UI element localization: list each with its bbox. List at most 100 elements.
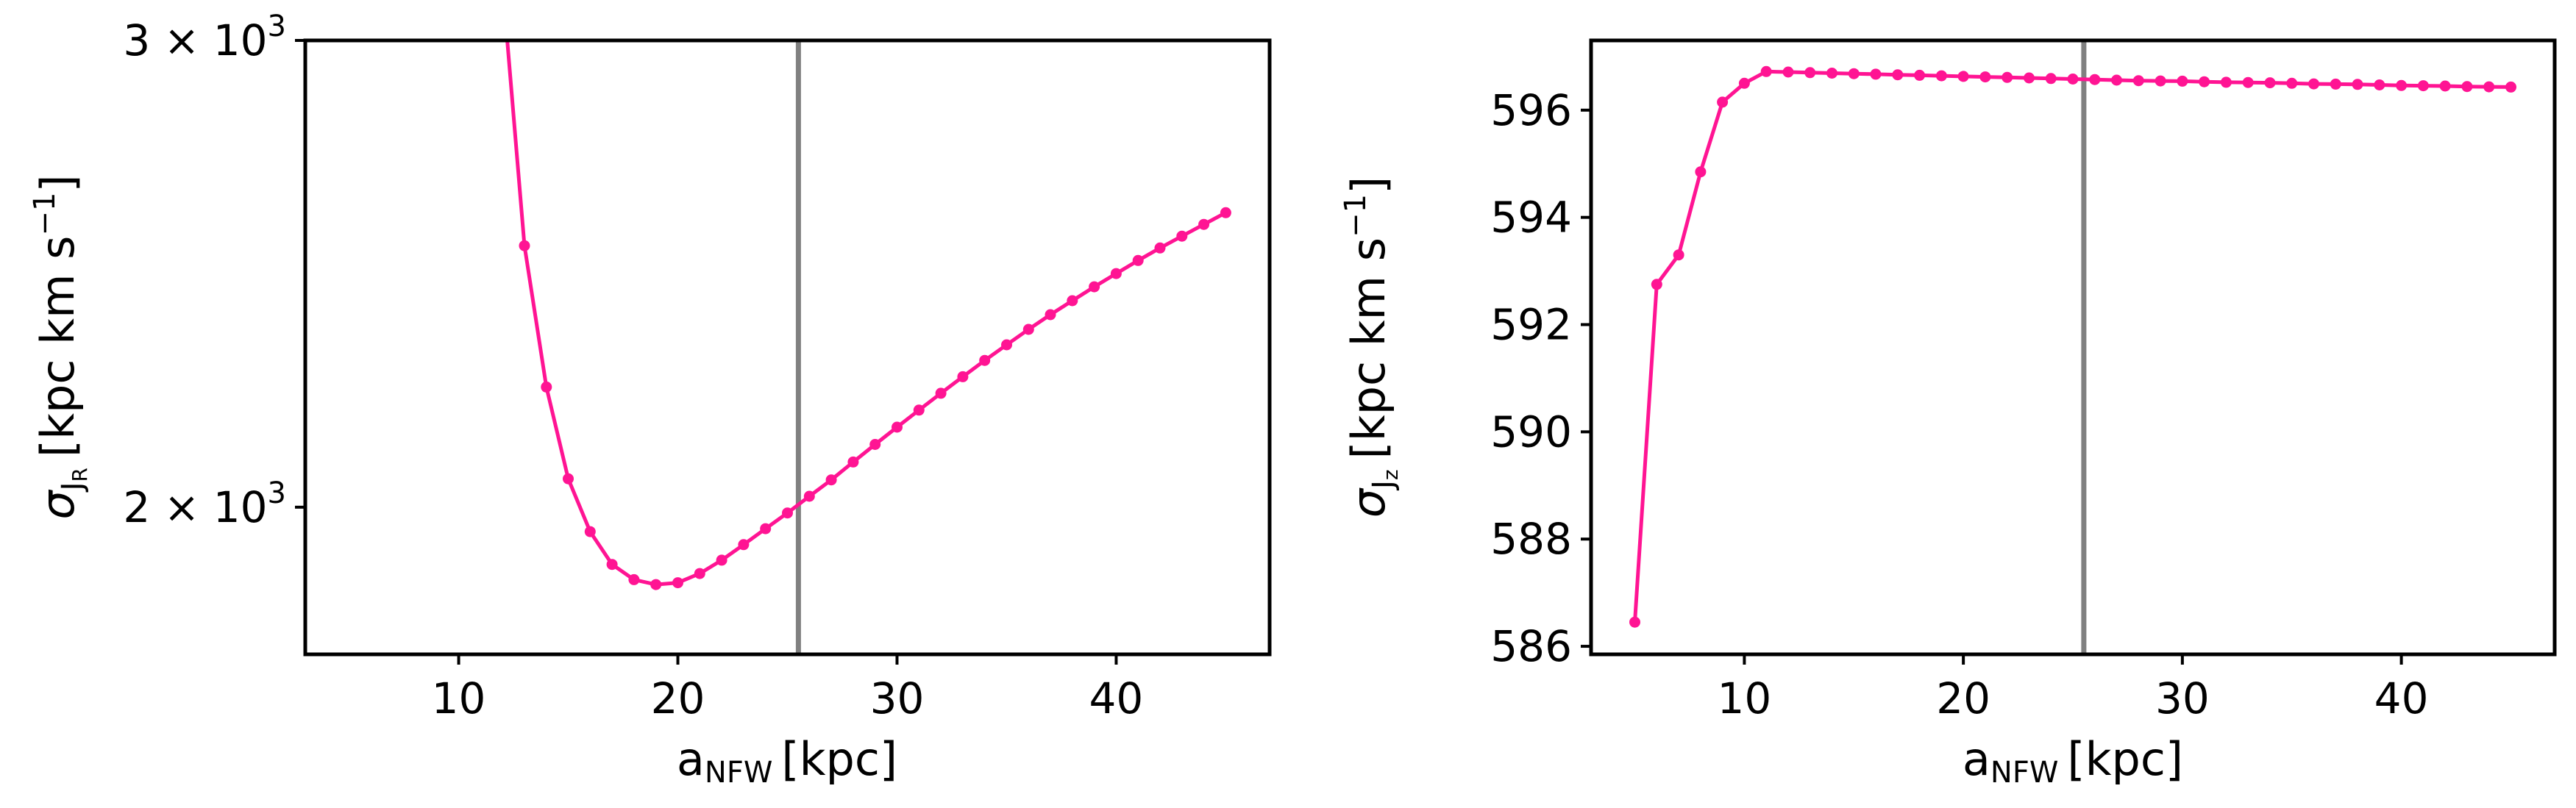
y-tick-label: 596 — [1490, 85, 1572, 135]
y-tick-label: 594 — [1490, 193, 1572, 243]
chart-right: 10 20 30 40 586 588 590 592 594 596 aNFW [kpc] σJz… — [1339, 38, 2557, 790]
data-point — [2242, 76, 2254, 88]
data-point — [1176, 230, 1188, 242]
data-point — [650, 579, 662, 590]
x-tick-label: 30 — [2155, 673, 2210, 723]
chart-left: 10 20 30 40 2 × 103 3 × 103 aNFW [kpc] σJR[kpc… — [28, 10, 1272, 790]
data-point — [935, 387, 947, 399]
ticks-left: 10 20 30 40 2 × 103 3 × 103 — [123, 10, 1143, 723]
data-point — [1870, 68, 1882, 80]
axes-frame-right — [1589, 38, 2557, 657]
series-line-right — [1633, 69, 2511, 623]
x-tick-label: 40 — [2374, 673, 2429, 723]
data-point — [2177, 75, 2188, 87]
x-tick-label: 30 — [870, 673, 925, 723]
data-point — [2199, 76, 2210, 87]
data-point — [869, 439, 881, 450]
xlabel-right: aNFW [kpc] — [1963, 732, 2183, 790]
data-point — [1935, 70, 1947, 82]
data-point — [825, 474, 837, 486]
data-point — [2089, 74, 2101, 85]
x-tick-label: 10 — [432, 673, 486, 723]
data-point — [2505, 81, 2516, 93]
y-tick-label: 586 — [1490, 621, 1572, 671]
data-point — [782, 507, 793, 519]
data-point — [2067, 74, 2079, 85]
data-point — [716, 554, 727, 566]
data-point — [1695, 166, 1707, 178]
data-point — [1022, 323, 1034, 335]
data-point — [1892, 69, 1904, 81]
data-point — [2045, 73, 2057, 85]
data-point — [1629, 616, 1640, 628]
data-point — [2396, 79, 2408, 91]
series-line-left — [505, 40, 1227, 587]
data-point — [1848, 68, 1860, 79]
data-point — [803, 490, 815, 502]
data-point — [957, 371, 969, 382]
x-tick-label: 20 — [651, 673, 705, 723]
ylabel-left: σJR[kpc km s−1] — [28, 174, 92, 519]
data-point — [606, 559, 618, 571]
data-point — [847, 456, 859, 468]
data-point — [2024, 72, 2035, 84]
y-tick-label: 588 — [1490, 514, 1572, 564]
plot-area-right — [1629, 40, 2516, 654]
series-markers-left — [519, 207, 1231, 590]
data-point — [1198, 218, 1210, 230]
data-point — [2374, 79, 2385, 90]
x-tick-label: 10 — [1718, 673, 1772, 723]
data-point — [2483, 81, 2495, 93]
data-point — [1760, 65, 1772, 77]
axes-frame-left — [303, 38, 1272, 657]
ticks-right: 10 20 30 40 586 588 590 592 594 596 — [1490, 85, 2428, 723]
data-point — [1154, 242, 1166, 254]
data-point — [2132, 75, 2144, 87]
data-point — [519, 240, 530, 251]
y-tick-label: 590 — [1490, 407, 1572, 457]
data-point — [1067, 295, 1078, 307]
data-point — [1220, 207, 1231, 218]
ylabel-right: σJz[kpc km s−1] — [1339, 176, 1403, 518]
data-point — [1957, 71, 1969, 82]
data-point — [2111, 74, 2122, 86]
data-point — [2352, 79, 2363, 90]
data-point — [541, 381, 552, 393]
data-point — [1110, 268, 1122, 279]
y-tick-label: 3 × 103 — [123, 10, 286, 65]
data-point — [1673, 249, 1684, 261]
data-point — [1979, 71, 1991, 83]
data-point — [892, 421, 903, 433]
y-tick-label: 2 × 103 — [123, 476, 286, 532]
data-point — [563, 473, 574, 485]
data-point — [2155, 75, 2166, 87]
data-point — [738, 539, 750, 551]
data-point — [2264, 77, 2276, 89]
data-point — [2461, 81, 2473, 93]
data-point — [1717, 96, 1729, 108]
y-tick-label: 592 — [1490, 300, 1572, 350]
data-point — [584, 526, 596, 537]
x-tick-label: 40 — [1089, 673, 1144, 723]
data-point — [694, 568, 705, 579]
data-point — [2439, 80, 2451, 92]
data-point — [760, 523, 772, 535]
data-point — [2308, 78, 2319, 90]
data-point — [628, 573, 640, 585]
data-point — [979, 354, 991, 366]
data-point — [1132, 254, 1144, 266]
data-point — [672, 577, 683, 589]
data-point — [1826, 68, 1837, 79]
data-point — [1804, 67, 1816, 79]
data-point — [2417, 80, 2429, 92]
data-point — [2002, 71, 2013, 83]
data-point — [2286, 77, 2298, 89]
data-point — [2330, 78, 2341, 90]
data-point — [1738, 77, 1750, 89]
data-point — [1089, 281, 1100, 293]
data-point — [1045, 309, 1056, 321]
data-point — [1914, 69, 1926, 81]
x-tick-label: 20 — [1936, 673, 1990, 723]
data-point — [1782, 66, 1794, 78]
